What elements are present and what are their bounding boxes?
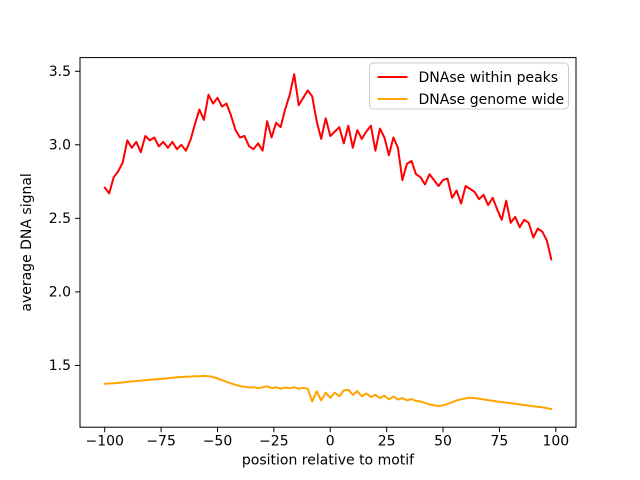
x-tick-label: 25 (378, 434, 396, 450)
legend-label-within-peaks: DNAse within peaks (419, 70, 559, 86)
x-tick-label: −75 (146, 434, 176, 450)
series-line-dnase-genome-wide (103, 374, 553, 411)
y-tick-label: 1.5 (49, 358, 71, 374)
x-tick-label: 50 (434, 434, 452, 450)
x-tick-label: −25 (259, 434, 289, 450)
legend: DNAse within peaks DNAse genome wide (369, 62, 569, 110)
plot-lines (103, 73, 553, 411)
y-axis-label: average DNA signal (19, 173, 35, 311)
axes-spines (79, 57, 577, 428)
plot-area (80, 57, 576, 428)
legend-label-genome-wide: DNAse genome wide (419, 92, 565, 108)
y-axis-ticks: 1.5 2.0 2.5 3.0 3.5 (49, 64, 80, 374)
x-axis-ticks: −100 −75 −50 −25 0 25 50 75 100 (85, 427, 569, 450)
y-tick-label: 2.0 (49, 284, 71, 300)
x-tick-label: −50 (203, 434, 233, 450)
x-axis-label: position relative to motif (242, 453, 415, 469)
y-tick-label: 3.5 (49, 64, 71, 80)
x-tick-label: 75 (491, 434, 509, 450)
legend-box (369, 62, 569, 110)
x-tick-label: −100 (85, 434, 123, 450)
y-tick-label: 3.0 (49, 137, 71, 153)
x-tick-label: 0 (326, 434, 335, 450)
series-line-dnase-within-peaks (103, 73, 553, 261)
x-tick-label: 100 (542, 434, 569, 450)
y-tick-label: 2.5 (49, 211, 71, 227)
